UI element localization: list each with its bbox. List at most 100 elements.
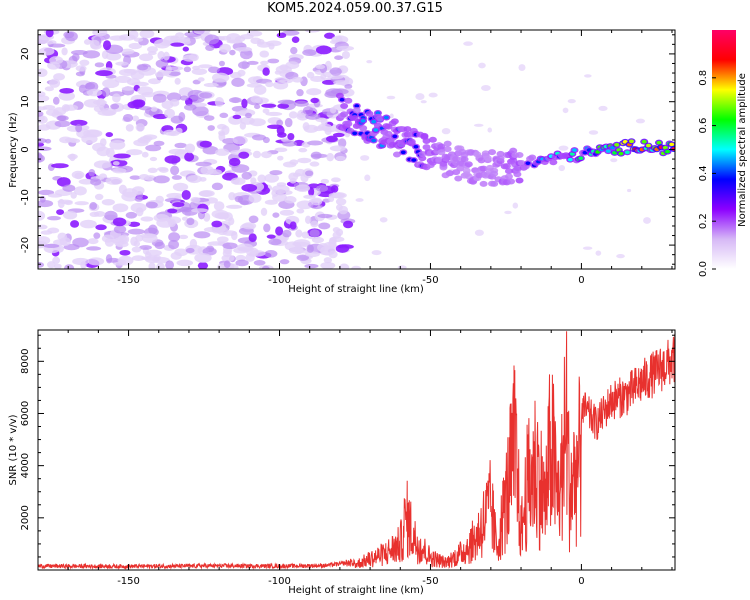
spectrogram-noise-cell [94,62,105,68]
spectrogram-noise-cell [191,208,209,213]
colorbar-ticks: 0.0 0.2 0.4 0.6 0.8 [698,70,716,277]
spectrogram-noise-cell [150,106,158,112]
spectrogram-noise-cell [172,202,185,208]
spectrogram-noise-cell [89,39,100,49]
spectrogram-ridge-core [567,157,573,162]
spectrogram-noise-cell [147,167,158,174]
spectrogram-noise-cell [47,261,56,269]
spectrogram-noise-cell [78,84,87,94]
spectrogram-noise-cell [175,127,183,135]
figure-title: KOM5.2024.059.00.37.G15 [267,1,443,16]
spectrogram-noise-cell [134,196,144,202]
spectrogram-noise-cell [105,176,123,185]
spectrogram-ridge-cell [549,159,558,166]
spectrogram-noise-cell [120,48,135,55]
spectrogram-noise-cell [105,147,115,158]
spectrogram-ridge-cell [445,170,454,177]
spectrogram-noise-cell [252,150,262,159]
spectrogram-ridge-core [371,119,377,124]
spectrogram-noise-cell [268,42,275,50]
spectrogram-noise-cell [63,210,78,220]
spectrogram-noise-cell [93,160,112,169]
spectrogram-ridge-cell [344,97,353,104]
spectrogram-noise-cell [128,30,139,40]
spectrogram-x-tick-label: -100 [268,275,291,286]
spectrogram-noise-cell [70,49,88,55]
spectrogram-ridge-cell [481,150,490,157]
spectrogram-noise-cell [153,140,165,147]
spectrogram-noise-cell [290,46,298,55]
spectrogram-ridge-core [645,143,651,148]
spectrogram-noise-cell [304,215,312,224]
spectrogram-noise-cell [139,106,152,111]
spectrogram-noise-cell [311,153,328,158]
spectrogram-noise-cell [64,31,78,42]
spectrogram-noise-cell [113,225,127,234]
spectrogram-noise-cell [339,263,350,269]
spectrogram-noise-cell [221,125,230,135]
spectrogram-ridge-cell [376,115,385,122]
spectrogram-noise-cell [178,36,191,43]
spectrogram-x-label: Height of straight line (km) [288,284,424,295]
spectrogram-y-tick-label: -10 [20,189,31,205]
spectrogram-ridge-core [392,134,398,139]
spectrogram-noise-cell [43,243,60,248]
spectrogram-noise-cell [47,215,62,221]
snr-x-tick-label: 0 [578,576,584,587]
spectrogram-ridge-core [610,145,616,150]
spectrogram-noise-cell [281,30,300,36]
spectrogram-noise-cell [182,46,189,52]
spectrogram-noise-cell [122,113,134,122]
spectrogram-noise-cell [178,111,186,122]
spectrogram-noise-cell [183,66,192,73]
spectrogram-ridge-core [669,142,675,147]
spectrogram-noise-cell [336,45,355,51]
spectrogram-ridge-core [360,119,366,123]
spectrogram-noise-cell [112,203,129,213]
snr-x-ticks: -150 -100 -50 0 [37,330,673,587]
spectrogram-ridge-cell [454,175,463,182]
spectrogram-noise-cell [128,42,142,50]
spectrogram-noise-cell [420,100,427,104]
spectrogram-noise-cell [262,67,270,76]
spectrogram-noise-cell [132,115,140,122]
spectrogram-noise-cell [269,170,283,176]
spectrogram-noise-cell [272,212,280,218]
spectrogram-noise-cell [154,241,165,250]
spectrogram-noise-cell [194,252,212,263]
spectrogram-noise-cell [101,198,115,206]
spectrogram-noise-cell [277,132,287,138]
spectrogram-ridge-cell [462,167,471,174]
spectrogram-noise-cell [49,78,61,88]
spectrogram-noise-cell [330,106,337,114]
spectrogram-noise-cell [264,249,278,258]
spectrogram-ridge-cell [483,155,492,162]
snr-y-tick-label: 6000 [20,401,31,426]
spectrogram-noise-cell [595,250,602,256]
spectrogram-noise-cell [259,50,270,58]
spectrogram-noise-cell [189,238,198,249]
spectrogram-noise-cell [335,155,346,162]
spectrogram-noise-cell [115,61,129,66]
spectrogram-noise-cell [582,246,593,250]
colorbar-label: Normalized spectral amplitude [737,73,748,227]
spectrogram-noise-cell [207,125,215,131]
spectrogram-x-tick-label: 0 [578,275,584,286]
spectrogram-noise-cell [40,230,53,235]
spectrogram-ridge-cell [420,132,429,139]
spectrogram-noise-cell [267,124,283,129]
spectrogram-noise-cell [226,39,243,44]
spectrogram-noise-cell [96,98,106,108]
spectrogram-noise-cell [293,100,309,107]
spectrogram-ridge-cell [392,151,401,158]
spectrogram-noise-cell [214,97,225,107]
spectrogram-noise-cell [246,60,259,65]
spectrogram-y-tick-label: 10 [20,95,31,108]
spectrogram-noise-cell [185,247,195,254]
spectrogram-noise-cell [93,232,101,239]
spectrogram-noise-cell [75,65,87,72]
spectrogram-noise-cell [133,240,141,247]
spectrogram-noise-cell [193,231,211,239]
spectrogram-ridge-cell [460,156,469,163]
